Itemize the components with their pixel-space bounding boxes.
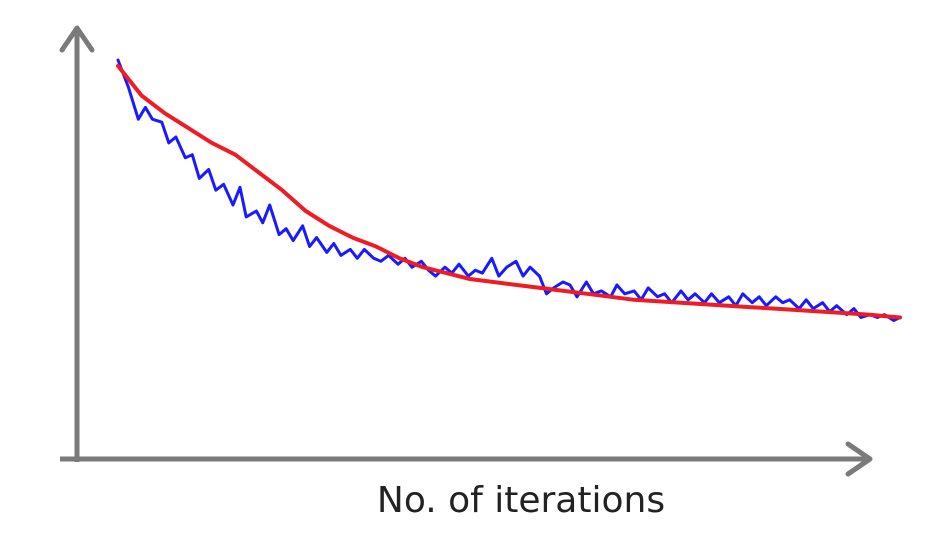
x-axis-label: No. of iterations bbox=[377, 480, 665, 521]
series-line-blue bbox=[116, 58, 902, 322]
y-axis bbox=[59, 25, 95, 462]
y-axis-arrow-icon bbox=[59, 25, 95, 53]
x-axis bbox=[60, 441, 873, 477]
x-axis-arrow-icon bbox=[845, 441, 873, 477]
series-layer bbox=[116, 58, 902, 322]
series-line-red bbox=[116, 63, 902, 320]
